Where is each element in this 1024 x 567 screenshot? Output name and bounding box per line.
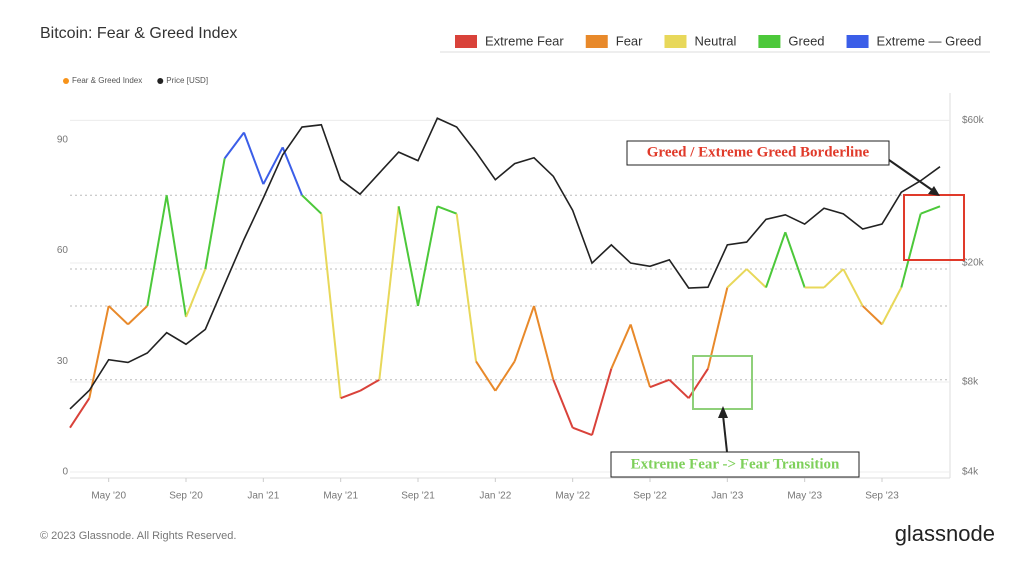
arrowhead — [928, 186, 940, 196]
y2-tick-label: $20k — [962, 258, 985, 269]
index-segment — [900, 213, 922, 288]
x-tick-label: May '20 — [91, 491, 126, 502]
index-segment — [629, 324, 651, 388]
legend-label: Price [USD] — [166, 76, 208, 85]
legend-label: Fear & Greed Index — [72, 76, 142, 85]
index-segment — [359, 378, 380, 392]
legend-swatch — [455, 35, 477, 48]
index-segment — [861, 305, 883, 326]
legend-swatch — [664, 35, 687, 48]
legend-label: Extreme — Greed — [877, 33, 982, 48]
x-tick-label: Jan '22 — [479, 491, 511, 502]
index-segment — [185, 268, 207, 318]
index-segment — [417, 206, 439, 307]
index-segment — [649, 378, 670, 389]
y-tick-label: 90 — [57, 135, 69, 146]
x-tick-label: May '21 — [323, 491, 358, 502]
index-segment — [127, 305, 149, 326]
index-segment — [765, 231, 787, 288]
annotation: Extreme Fear -> Fear Transition — [631, 456, 840, 472]
index-segment — [107, 305, 129, 326]
index-segment — [69, 397, 91, 429]
index-segment — [340, 389, 361, 400]
index-segment — [204, 158, 226, 270]
index-segment — [610, 323, 632, 370]
legend-marker — [63, 78, 69, 84]
index-segment — [881, 287, 903, 325]
index-segment — [301, 194, 323, 215]
price-line — [69, 117, 941, 410]
index-segment — [165, 195, 187, 318]
index-segment — [494, 360, 516, 392]
legend-label: Fear — [616, 33, 643, 48]
index-segment — [88, 305, 110, 399]
y2-tick-label: $8k — [962, 377, 979, 388]
index-segment — [243, 132, 265, 185]
x-tick-label: May '23 — [787, 491, 822, 502]
footer: © 2023 Glassnode. All Rights Reserved. — [40, 530, 236, 542]
x-tick-label: Sep '21 — [401, 491, 435, 502]
legend-label: Extreme Fear — [485, 33, 564, 48]
index-segment — [262, 146, 284, 185]
legend-swatch — [846, 35, 869, 48]
legend-swatch — [585, 35, 608, 48]
index-segment — [436, 205, 458, 215]
legend-label: Greed — [788, 33, 824, 48]
index-segment — [320, 213, 342, 399]
x-tick-label: Sep '20 — [169, 491, 203, 502]
x-tick-label: May '22 — [555, 491, 590, 502]
annotation: Greed / Extreme Greed Borderline — [647, 144, 870, 160]
y-tick-label: 30 — [57, 356, 69, 367]
index-segment — [823, 268, 845, 289]
x-tick-label: Jan '21 — [247, 491, 279, 502]
index-segment — [726, 268, 748, 289]
y2-tick-label: $4k — [962, 467, 979, 478]
index-segment — [552, 379, 574, 429]
x-tick-label: Sep '22 — [633, 491, 667, 502]
y2-tick-label: $60k — [962, 115, 985, 126]
index-segment — [223, 131, 245, 159]
index-segment — [475, 360, 497, 392]
index-segment — [572, 426, 593, 437]
chart-title: Bitcoin: Fear & Greed Index — [40, 25, 237, 42]
arrowhead — [718, 406, 728, 418]
annotation-arrow — [888, 159, 936, 193]
index-segment — [513, 305, 535, 362]
legend-label: Neutral — [694, 33, 736, 48]
index-segment — [920, 205, 941, 215]
index-segment — [378, 206, 400, 380]
index-segment — [842, 268, 864, 307]
y-tick-label: 60 — [57, 245, 69, 256]
y-tick-label: 0 — [62, 467, 68, 478]
index-segment — [146, 195, 168, 307]
annotation-arrow — [722, 414, 728, 453]
index-segment — [745, 268, 767, 289]
index-segment — [397, 206, 419, 307]
annotation-label-box — [610, 451, 860, 478]
annotation-label-box — [626, 140, 890, 166]
x-tick-label: Jan '23 — [711, 491, 743, 502]
index-segment — [668, 379, 690, 399]
legend-marker — [157, 78, 164, 84]
index-segment — [784, 231, 806, 288]
index-segment — [591, 368, 613, 436]
legend-swatch — [758, 35, 781, 48]
x-tick-label: Sep '23 — [865, 491, 899, 502]
index-segment — [455, 213, 477, 362]
brand-logo: glassnode — [895, 521, 995, 546]
index-segment — [533, 305, 555, 381]
index-segment — [281, 146, 303, 196]
index-segment — [687, 368, 709, 399]
